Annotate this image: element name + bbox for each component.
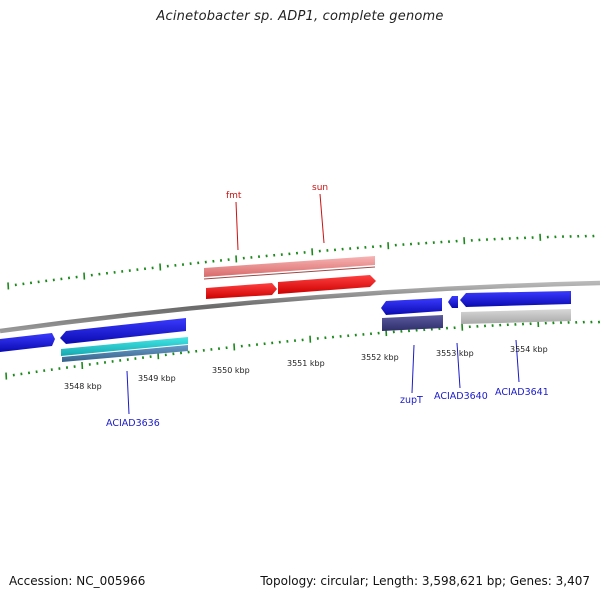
- gene-cyan-bar: [61, 337, 188, 356]
- aciad3640-leader: [456, 342, 461, 389]
- zupT-leader: [411, 344, 415, 394]
- gene-bar-pink: [204, 256, 375, 277]
- fmt-leader: [235, 201, 239, 251]
- gene-label-aciad3641: ACIAD3641: [495, 387, 549, 398]
- kbp-label-3552: 3552 kbp: [361, 353, 399, 362]
- kbp-label-3554: 3554 kbp: [510, 345, 548, 354]
- accession-text: Accession: NC_005966: [9, 574, 146, 588]
- gene-left-edge-bar: [0, 333, 55, 352]
- gene-bar-pink-shadow: [203, 266, 376, 280]
- sun-leader: [319, 193, 325, 244]
- genome-backbone: [0, 280, 600, 334]
- aciad3641-leader: [515, 339, 520, 383]
- kbp-label-3548: 3548 kbp: [64, 382, 102, 391]
- gene-fmt-arrow: [206, 283, 277, 299]
- upper-tick-row: [7, 233, 595, 290]
- map-title: Acinetobacter sp. ADP1, complete genome: [156, 9, 444, 24]
- kbp-label-3551: 3551 kbp: [287, 359, 325, 368]
- gene-label-sun: sun: [312, 183, 328, 193]
- kbp-label-3549: 3549 kbp: [138, 374, 176, 383]
- kbp-label-3553: 3553 kbp: [436, 349, 474, 358]
- gene-steel-bar: [62, 345, 188, 362]
- gene-zupT-arrow: [381, 298, 442, 315]
- kbp-label-3550: 3550 kbp: [212, 366, 250, 375]
- gene-aciad3641-arrow: [460, 291, 571, 307]
- aciad3636-leader: [126, 370, 130, 415]
- gene-label-zupT: zupT: [400, 395, 423, 406]
- genome-summary-text: Topology: circular; Length: 3,598,621 bp…: [260, 574, 590, 588]
- gene-aciad3640-arrow: [448, 296, 458, 308]
- gene-grey-bar: [461, 309, 571, 324]
- gene-label-aciad3636: ACIAD3636: [106, 418, 160, 429]
- gene-aciad3636-arrow: [60, 318, 186, 344]
- gene-label-fmt: fmt: [226, 191, 242, 201]
- gene-sun-arrow: [278, 275, 376, 294]
- gene-label-aciad3640: ACIAD3640: [434, 391, 488, 402]
- gene-navy-bar: [382, 315, 443, 331]
- lower-tick-row: [5, 319, 600, 380]
